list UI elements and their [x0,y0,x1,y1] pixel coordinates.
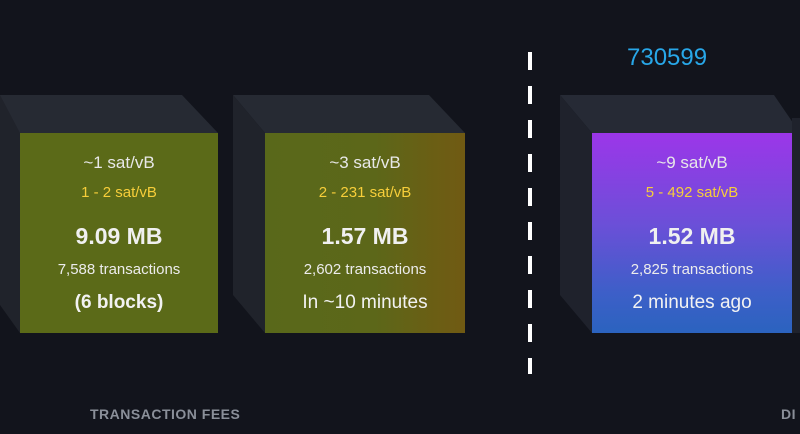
block-eta: (6 blocks) [74,292,164,313]
block-side-face [0,95,20,333]
block-size: 1.57 MB [321,223,409,249]
adjacent-block-edge [792,118,800,333]
block-side-face [560,95,592,333]
block-eta: In ~10 minutes [302,292,428,313]
block-front-face[interactable]: ~1 sat/vB 1 - 2 sat/vB 9.09 MB 7,588 tra… [20,133,218,333]
block-top-face [560,95,800,133]
median-fee: ~9 sat/vB [656,153,728,172]
block-side-face [233,95,265,333]
block-size: 9.09 MB [75,223,163,249]
block-time: 2 minutes ago [632,292,752,313]
fee-range: 1 - 2 sat/vB [81,184,157,201]
block-front-face[interactable]: ~3 sat/vB 2 - 231 sat/vB 1.57 MB 2,602 t… [265,133,465,333]
transaction-count: 2,602 transactions [303,261,427,278]
block-size: 1.52 MB [648,223,736,249]
block-front-face[interactable]: ~9 sat/vB 5 - 492 sat/vB 1.52 MB 2,825 t… [592,133,792,333]
block-top-face [233,95,465,133]
transaction-count: 7,588 transactions [57,261,181,278]
fee-range: 5 - 492 sat/vB [645,184,739,201]
median-fee: ~3 sat/vB [329,153,401,172]
median-fee: ~1 sat/vB [83,153,155,172]
mempool-divider [528,52,532,374]
difficulty-label: DI [781,406,796,422]
fee-range: 2 - 231 sat/vB [318,184,412,201]
block-height-link[interactable]: 730599 [627,44,708,71]
transaction-fees-label: TRANSACTION FEES [90,406,241,422]
transaction-count: 2,825 transactions [630,261,754,278]
block-top-face [0,95,218,133]
